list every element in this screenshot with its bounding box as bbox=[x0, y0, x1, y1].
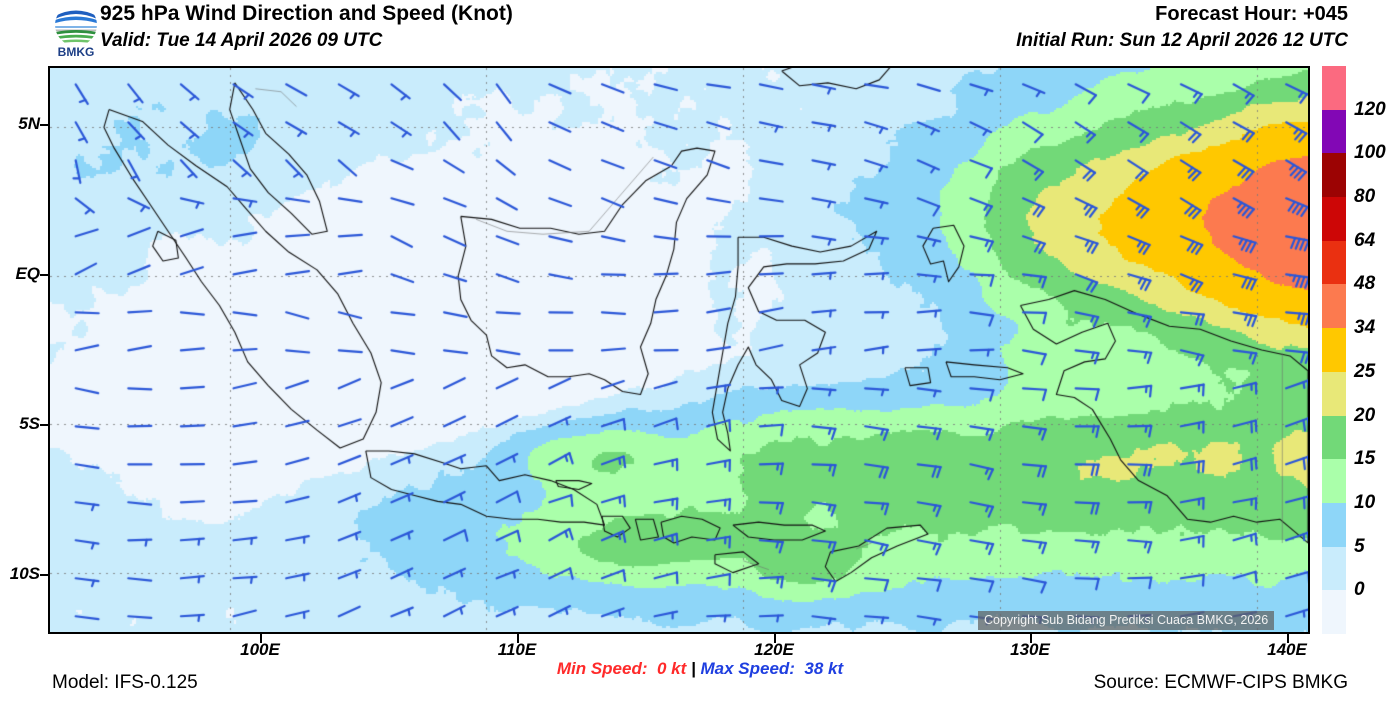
lat-tick-mark-5S bbox=[40, 424, 49, 426]
colorbar-tick-120: 120 bbox=[1354, 98, 1386, 120]
run-info-block: Forecast Hour: +045 Initial Run: Sun 12 … bbox=[1016, 1, 1348, 54]
speed-separator: | bbox=[686, 659, 701, 678]
colorbar-tick-0: 0 bbox=[1354, 579, 1365, 601]
colorbar-band-48 bbox=[1322, 240, 1346, 285]
colorbar-band-20 bbox=[1322, 371, 1346, 416]
lon-tick-label-100E: 100E bbox=[240, 640, 280, 659]
colorbar-tick-20: 20 bbox=[1354, 404, 1376, 426]
colorbar-band-15 bbox=[1322, 415, 1346, 460]
lon-tick-label-130E: 130E bbox=[1010, 640, 1050, 659]
colorbar-tick-10: 10 bbox=[1354, 491, 1376, 513]
colorbar-band-64 bbox=[1322, 197, 1346, 241]
map-canvas[interactable] bbox=[50, 68, 1308, 632]
lon-tick-label-140E: 140E bbox=[1267, 640, 1307, 659]
colorbar-band-25 bbox=[1322, 328, 1346, 372]
title-block: 925 hPa Wind Direction and Speed (Knot) … bbox=[100, 1, 513, 54]
valid-time-label: Valid: Tue 14 April 2026 09 UTC bbox=[100, 30, 383, 51]
colorbar-band-5 bbox=[1322, 502, 1346, 547]
forecast-hour-label: Forecast Hour: +045 bbox=[1155, 3, 1348, 25]
lon-tick-label-110E: 110E bbox=[497, 640, 537, 659]
lon-tick-label-120E: 120E bbox=[754, 640, 794, 659]
colorbar-tick-5: 5 bbox=[1354, 535, 1365, 557]
header: BMKG 925 hPa Wind Direction and Speed (K… bbox=[0, 0, 1400, 60]
colorbar-tick-100: 100 bbox=[1354, 142, 1386, 164]
speed-summary: Min Speed: 0 kt | Max Speed: 38 kt bbox=[0, 659, 1400, 679]
lon-tick-mark-130E bbox=[1030, 634, 1032, 643]
colorbar-band-10 bbox=[1322, 459, 1346, 503]
colorbar-tick-64: 64 bbox=[1354, 229, 1376, 251]
colorbar-band-34 bbox=[1322, 284, 1346, 329]
colorbar-tick-34: 34 bbox=[1354, 317, 1376, 339]
colorbar-tick-15: 15 bbox=[1354, 448, 1376, 470]
page-title: 925 hPa Wind Direction and Speed (Knot) bbox=[100, 2, 513, 25]
lon-tick-mark-110E bbox=[517, 634, 519, 643]
colorbar-tick-48: 48 bbox=[1354, 273, 1376, 295]
bmkg-logo-text: BMKG bbox=[58, 45, 95, 58]
lat-tick-label-EQ: EQ bbox=[15, 264, 40, 283]
model-label: Model: IFS-0.125 bbox=[52, 672, 198, 693]
weather-map[interactable] bbox=[48, 66, 1310, 634]
colorbar-band-120 bbox=[1322, 66, 1346, 110]
lat-tick-label-5S: 5S bbox=[19, 414, 40, 433]
lon-tick-mark-140E bbox=[1287, 634, 1289, 643]
colorbar-band-80 bbox=[1322, 153, 1346, 198]
lat-tick-mark-10S bbox=[40, 574, 49, 576]
source-label: Source: ECMWF-CIPS BMKG bbox=[1093, 672, 1348, 693]
lat-tick-mark-5N bbox=[40, 124, 49, 126]
colorbar-tick-25: 25 bbox=[1354, 360, 1376, 382]
colorbar bbox=[1322, 66, 1346, 634]
bmkg-logo: BMKG bbox=[46, 2, 106, 59]
colorbar-band-lowest bbox=[1322, 590, 1346, 634]
max-speed-label: Max Speed: 38 kt bbox=[700, 659, 844, 678]
colorbar-tick-80: 80 bbox=[1354, 186, 1376, 208]
min-speed-label: Min Speed: 0 kt bbox=[556, 659, 687, 678]
initial-run-label: Initial Run: Sun 12 April 2026 12 UTC bbox=[1016, 30, 1348, 51]
copyright-notice: Copyright Sub Bidang Prediksi Cuaca BMKG… bbox=[978, 611, 1275, 630]
colorbar-band-0 bbox=[1322, 546, 1346, 591]
lat-tick-label-5N: 5N bbox=[18, 114, 40, 133]
lon-tick-mark-100E bbox=[260, 634, 262, 643]
lat-tick-mark-EQ bbox=[40, 274, 49, 276]
lat-tick-label-10S: 10S bbox=[9, 564, 40, 583]
lon-tick-mark-120E bbox=[774, 634, 776, 643]
colorbar-band-100 bbox=[1322, 109, 1346, 154]
